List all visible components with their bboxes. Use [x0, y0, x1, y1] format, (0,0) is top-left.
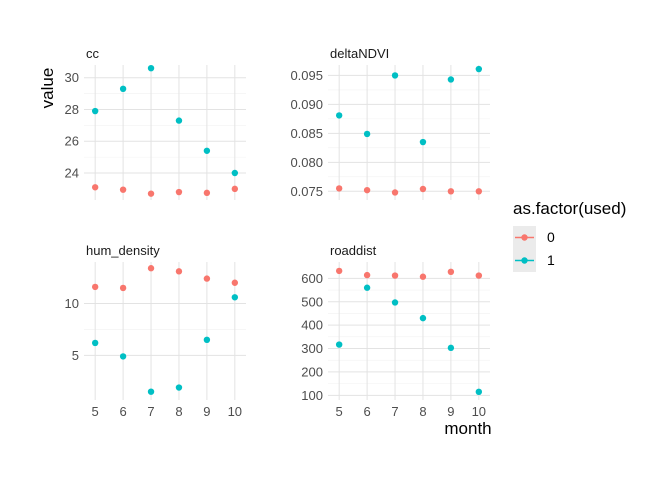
data-point-used-1 [475, 388, 483, 396]
data-point-used-0 [391, 272, 399, 279]
facet-panel-hum_density: 5 10 5 6 7 8 9 10 hum_density [65, 243, 246, 419]
data-point-used-1 [231, 294, 239, 301]
y-tick-label: 5 [72, 348, 79, 363]
y-tick-label: 0.090 [290, 97, 323, 112]
facet-title: hum_density [86, 243, 160, 258]
data-point-used-1 [419, 138, 427, 146]
data-point-used-1 [175, 384, 183, 391]
data-point-used-1 [203, 147, 211, 154]
data-point-used-1 [119, 85, 127, 93]
data-point-used-0 [391, 189, 399, 196]
x-tick-label: 7 [147, 404, 154, 419]
data-point-used-0 [363, 271, 371, 279]
data-point-used-0 [119, 284, 127, 292]
y-tick-label: 24 [65, 166, 79, 181]
data-point-used-0 [335, 185, 343, 192]
legend-item-0: 0 [513, 226, 555, 249]
x-axis-title: month [444, 419, 491, 438]
y-tick-label: 100 [301, 388, 323, 403]
y-tick-label: 400 [301, 318, 323, 333]
data-point-used-1 [363, 284, 371, 291]
data-point-used-1 [147, 388, 155, 395]
data-point-used-0 [419, 273, 427, 280]
data-point-used-0 [203, 275, 211, 282]
data-point-used-1 [335, 112, 343, 119]
data-point-used-1 [119, 353, 127, 360]
y-tick-label: 26 [65, 134, 79, 149]
data-point-used-1 [391, 299, 399, 306]
data-point-used-0 [91, 283, 99, 291]
data-point-used-0 [119, 186, 127, 193]
facet-panels: 24 26 28 30 cc 0.075 0.080 0.085 0.090 0.095 delta… [65, 46, 490, 419]
x-tick-label: 8 [175, 404, 182, 419]
facet-title: deltaNDVI [330, 46, 389, 61]
legend-title: as.factor(used) [513, 199, 626, 218]
data-point-used-0 [419, 185, 427, 193]
x-tick-label: 5 [336, 404, 343, 419]
x-tick-label: 8 [419, 404, 426, 419]
x-tick-label: 7 [391, 404, 398, 419]
data-point-used-0 [175, 188, 183, 196]
data-point-used-1 [391, 72, 399, 79]
y-tick-label: 200 [301, 364, 323, 379]
data-point-used-1 [147, 64, 155, 72]
data-point-used-0 [475, 188, 483, 195]
x-tick-label: 10 [228, 404, 242, 419]
y-tick-label: 0.085 [290, 126, 323, 141]
y-tick-label: 500 [301, 294, 323, 309]
x-tick-label: 9 [447, 404, 454, 419]
x-tick-label: 10 [472, 404, 486, 419]
data-point-used-0 [447, 188, 455, 195]
y-tick-label: 0.095 [290, 68, 323, 83]
data-point-used-0 [147, 265, 155, 272]
x-tick-label: 5 [92, 404, 99, 419]
y-tick-label: 10 [65, 296, 79, 311]
y-tick-label: 30 [65, 70, 79, 85]
data-point-used-0 [231, 185, 239, 193]
facet-panel-cc: 24 26 28 30 cc [65, 46, 246, 200]
x-tick-label: 6 [119, 404, 126, 419]
data-point-used-0 [147, 190, 155, 197]
data-point-used-1 [475, 65, 483, 73]
data-point-used-0 [335, 267, 343, 275]
data-point-used-1 [91, 107, 99, 115]
data-point-used-0 [91, 184, 99, 191]
y-tick-label: 28 [65, 102, 79, 117]
legend-key-point [521, 257, 528, 264]
facet-panel-roaddist: 100 200 300 400 500 600 5 6 7 8 9 10 roaddist [301, 243, 490, 419]
legend-keys: 01 [513, 226, 555, 272]
facet-panel-deltaNDVI: 0.075 0.080 0.085 0.090 0.095 deltaNDVI [290, 46, 490, 200]
data-point-used-0 [475, 272, 483, 279]
legend: as.factor(used) 01 [513, 199, 626, 272]
data-point-used-1 [363, 130, 371, 138]
data-point-used-1 [447, 76, 455, 83]
legend-label: 1 [547, 252, 555, 268]
legend-item-1: 1 [513, 249, 555, 272]
data-point-used-1 [419, 314, 427, 322]
facet-title: roaddist [330, 243, 377, 258]
data-point-used-0 [231, 279, 239, 286]
data-point-used-1 [335, 341, 343, 348]
data-point-used-0 [363, 186, 371, 194]
y-tick-label: 0.075 [290, 184, 323, 199]
data-point-used-1 [175, 117, 183, 124]
x-tick-label: 9 [203, 404, 210, 419]
data-point-used-0 [203, 189, 211, 197]
legend-label: 0 [547, 229, 555, 245]
data-point-used-1 [447, 344, 455, 352]
y-tick-label: 600 [301, 271, 323, 286]
data-point-used-0 [175, 268, 183, 275]
y-axis-title: value [38, 68, 57, 109]
data-point-used-0 [447, 268, 455, 276]
x-tick-label: 6 [363, 404, 370, 419]
y-tick-label: 300 [301, 341, 323, 356]
y-tick-label: 0.080 [290, 155, 323, 170]
facet-title: cc [86, 46, 100, 61]
data-point-used-1 [231, 169, 239, 177]
data-point-used-1 [91, 339, 99, 347]
data-point-used-1 [203, 336, 211, 344]
legend-key-point [521, 234, 528, 241]
